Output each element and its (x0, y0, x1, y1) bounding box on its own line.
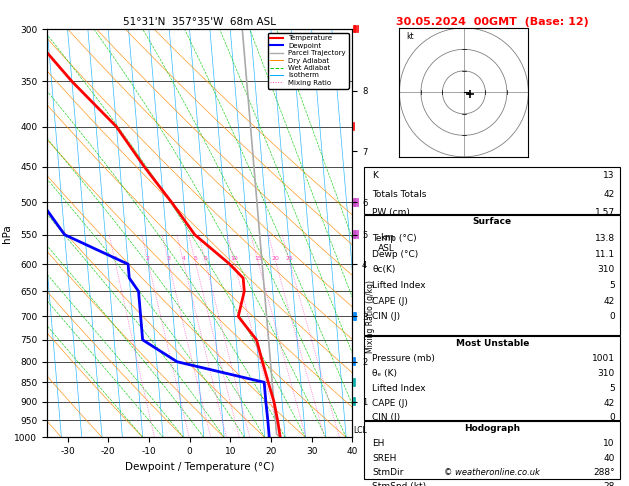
Text: Temp (°C): Temp (°C) (372, 234, 417, 243)
Text: Surface: Surface (472, 217, 512, 226)
Text: 6: 6 (203, 256, 207, 261)
Text: CIN (J): CIN (J) (372, 414, 400, 422)
Text: 42: 42 (604, 190, 615, 199)
Text: K: K (372, 172, 378, 180)
Text: 2: 2 (146, 256, 150, 261)
Text: LCL: LCL (353, 426, 367, 435)
Text: Most Unstable: Most Unstable (455, 339, 529, 347)
Text: 25: 25 (286, 256, 293, 261)
Text: StmDir: StmDir (372, 468, 403, 477)
Text: 30.05.2024  00GMT  (Base: 12): 30.05.2024 00GMT (Base: 12) (396, 17, 589, 27)
Text: 1: 1 (113, 256, 117, 261)
Text: CAPE (J): CAPE (J) (372, 297, 408, 306)
Text: θₑ (K): θₑ (K) (372, 369, 397, 378)
Text: StmSpd (kt): StmSpd (kt) (372, 482, 426, 486)
Text: Dewp (°C): Dewp (°C) (372, 250, 418, 259)
Text: Mixing Ratio (g/kg): Mixing Ratio (g/kg) (367, 280, 376, 353)
Text: SREH: SREH (372, 454, 396, 463)
Text: 288°: 288° (593, 468, 615, 477)
Bar (364, 215, 620, 335)
Bar (364, 421, 620, 479)
Text: 5: 5 (609, 384, 615, 393)
Text: 5: 5 (609, 281, 615, 290)
Text: EH: EH (372, 439, 384, 449)
Text: 20: 20 (272, 256, 279, 261)
Text: 0: 0 (609, 312, 615, 321)
Title: 51°31'N  357°35'W  68m ASL: 51°31'N 357°35'W 68m ASL (123, 17, 276, 27)
Text: Totals Totals: Totals Totals (372, 190, 426, 199)
Text: 28: 28 (603, 482, 615, 486)
Bar (364, 336, 620, 420)
Text: kt: kt (406, 32, 413, 41)
Y-axis label: km
ASL: km ASL (379, 233, 395, 253)
Text: 4: 4 (181, 256, 186, 261)
Text: 42: 42 (604, 297, 615, 306)
Text: 10: 10 (230, 256, 238, 261)
Text: 3: 3 (166, 256, 170, 261)
Text: 5: 5 (193, 256, 197, 261)
Text: PW (cm): PW (cm) (372, 208, 410, 217)
Text: Lifted Index: Lifted Index (372, 384, 426, 393)
Text: 310: 310 (598, 369, 615, 378)
Text: 13.8: 13.8 (595, 234, 615, 243)
Y-axis label: hPa: hPa (2, 224, 12, 243)
Text: 10: 10 (603, 439, 615, 449)
Text: 11.1: 11.1 (595, 250, 615, 259)
Text: 310: 310 (598, 265, 615, 274)
Bar (364, 167, 620, 214)
Text: 1001: 1001 (592, 354, 615, 364)
Text: 40: 40 (603, 454, 615, 463)
X-axis label: Dewpoint / Temperature (°C): Dewpoint / Temperature (°C) (125, 462, 274, 472)
Text: Pressure (mb): Pressure (mb) (372, 354, 435, 364)
Text: © weatheronline.co.uk: © weatheronline.co.uk (444, 469, 540, 477)
Legend: Temperature, Dewpoint, Parcel Trajectory, Dry Adiabat, Wet Adiabat, Isotherm, Mi: Temperature, Dewpoint, Parcel Trajectory… (267, 33, 348, 88)
Text: 13: 13 (603, 172, 615, 180)
Text: 0: 0 (609, 414, 615, 422)
Text: θᴄ(K): θᴄ(K) (372, 265, 396, 274)
Text: CIN (J): CIN (J) (372, 312, 400, 321)
Text: 1.57: 1.57 (595, 208, 615, 217)
Text: 42: 42 (604, 399, 615, 408)
Text: CAPE (J): CAPE (J) (372, 399, 408, 408)
Text: Hodograph: Hodograph (464, 424, 520, 433)
Text: 15: 15 (254, 256, 262, 261)
Text: Lifted Index: Lifted Index (372, 281, 426, 290)
